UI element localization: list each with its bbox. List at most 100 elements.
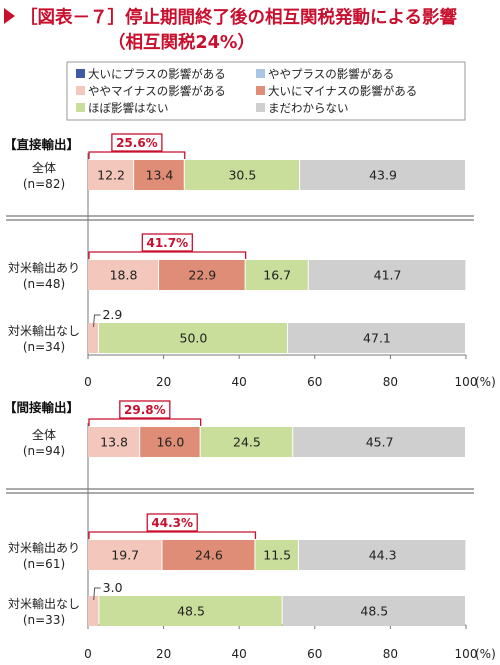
legend-frame [66, 61, 466, 121]
bar-value-label: 41.7 [374, 268, 402, 283]
legend-swatch [76, 86, 85, 95]
x-unit-label: (%) [475, 375, 496, 389]
bar-value-label: 16.7 [263, 268, 291, 283]
bar-segment [88, 260, 159, 290]
bracket-total-box [146, 513, 198, 532]
legend-label: 大いにマイナスの影響がある [268, 84, 417, 98]
x-tick-label: 60 [307, 375, 322, 389]
bar-segment [245, 260, 308, 290]
x-tick-label: 0 [84, 375, 92, 389]
legend-label: ややプラスの影響がある [268, 67, 394, 81]
bar-segment [298, 540, 466, 570]
bar-value-label: 11.5 [263, 548, 291, 563]
bracket-line [88, 531, 257, 539]
bar-row: 対米輸出あり (n=48) 18.8 22.9 16.7 41.7 41.7% [8, 233, 466, 291]
bracket-total-label: 29.8% [124, 403, 166, 417]
bar-segment [134, 160, 184, 190]
bar-row: 対米輸出あり (n=61) 19.7 24.6 11.5 44.3 44.3% [8, 513, 466, 571]
x-tick-label: 80 [383, 375, 398, 389]
legend-label: ややマイナスの影響がある [88, 84, 226, 98]
bar-segment [88, 323, 98, 353]
callout-line [92, 314, 101, 328]
bar-value-label: 30.5 [228, 168, 256, 183]
legend-swatch [76, 103, 85, 112]
bar-value-label: 22.9 [188, 268, 216, 283]
bar-value-label: 24.5 [233, 435, 261, 450]
legend-label: ほぼ影響はない [88, 101, 169, 115]
x-tick-label: 20 [156, 647, 171, 661]
bar-segment [162, 540, 255, 570]
x-tick-label: 60 [307, 647, 322, 661]
row-sample-size: (n=82) [23, 177, 65, 191]
title-triangle-icon [4, 8, 15, 24]
bar-row: 全体 (n=94) 13.8 16.0 24.5 45.7 29.8% [23, 400, 465, 458]
bar-value-label: 13.4 [146, 168, 174, 183]
legend-swatch [76, 69, 85, 78]
row-sample-size: (n=34) [23, 340, 65, 354]
bar-segment [282, 596, 465, 626]
chart-title-text: ［図表－７］停止期間終了後の相互関税発動による影響 [20, 8, 457, 28]
bar-row: 全体 (n=82) 12.2 13.4 30.5 43.9 25.6% [23, 133, 465, 191]
bar-value-label: 24.6 [195, 548, 223, 563]
callout-value-label: 3.0 [103, 580, 123, 595]
bar-segment [88, 427, 140, 457]
bar-segment [200, 427, 293, 457]
bar-value-label: 18.8 [110, 268, 138, 283]
bracket-total-box [141, 233, 193, 252]
row-label: 対米輸出あり [8, 540, 80, 555]
row-sample-size: (n=61) [23, 557, 65, 571]
panel-header: 【直接輸出】 [4, 137, 79, 152]
x-tick-label: 40 [232, 375, 247, 389]
bar-value-label: 16.0 [156, 435, 184, 450]
x-tick-label: 20 [156, 375, 171, 389]
chart-panels: 【直接輸出】0 20 40 60 80 100(%)全体(n=82)12.2 13.4 30.… [4, 133, 496, 661]
bracket-total-label: 41.7% [146, 236, 188, 250]
bar-value-label: 50.0 [180, 331, 208, 346]
bar-value-label: 48.5 [177, 604, 205, 619]
row-label: 全体 [32, 427, 56, 442]
x-tick-label: 100 [455, 375, 478, 389]
bar-segment [184, 160, 300, 190]
chart-title-line1: ［図表－７］停止期間終了後の相互関税発動による影響 [4, 4, 457, 29]
bracket-line [88, 418, 202, 426]
bar-segment [88, 160, 134, 190]
bracket-total-box [111, 133, 163, 152]
panel: 【直接輸出】 0 20 40 60 80 100(%) 全体 (n=82) 12.2 13.4 30.… [4, 133, 496, 389]
x-tick-label: 80 [383, 647, 398, 661]
bar-value-label: 44.3 [369, 548, 397, 563]
bracket-line [88, 151, 186, 159]
row-label: 対米輸出あり [8, 260, 80, 275]
bracket-total-label: 44.3% [151, 516, 193, 530]
panel: 【間接輸出】 0 20 40 60 80 100(%) 全体 (n=94) 13.8 16.0 24.… [4, 400, 496, 661]
bar-row: 対米輸出なし (n=34) 50.0 47.1 2.9 [8, 307, 465, 354]
row-sample-size: (n=33) [23, 613, 65, 627]
x-tick-label: 100 [455, 647, 478, 661]
row-sample-size: (n=48) [23, 277, 65, 291]
bar-segment [140, 427, 200, 457]
bracket-total-box [119, 400, 171, 419]
bar-row: 対米輸出なし (n=33) 48.5 48.5 3.0 [8, 580, 465, 627]
legend-swatch [256, 86, 265, 95]
bar-value-label: 12.2 [97, 168, 125, 183]
row-label: 対米輸出なし [8, 323, 80, 338]
bar-segment [300, 160, 465, 190]
bar-segment [88, 540, 162, 570]
bar-value-label: 43.9 [369, 168, 397, 183]
bar-value-label: 47.1 [363, 331, 391, 346]
legend-label: 大いにプラスの影響がある [88, 67, 226, 81]
bar-value-label: 13.8 [100, 435, 128, 450]
callout-value-label: 2.9 [102, 307, 122, 322]
bracket-total-label: 25.6% [116, 136, 158, 150]
legend-swatch [256, 69, 265, 78]
chart-title-line2: （相互関税24%） [108, 33, 255, 53]
row-sample-size: (n=94) [23, 444, 65, 458]
legend-label: まだわからない [268, 101, 349, 115]
bar-segment [255, 540, 298, 570]
bar-segment [293, 427, 465, 457]
bar-value-label: 19.7 [111, 548, 139, 563]
row-label: 全体 [32, 160, 56, 175]
bar-segment [308, 260, 466, 290]
